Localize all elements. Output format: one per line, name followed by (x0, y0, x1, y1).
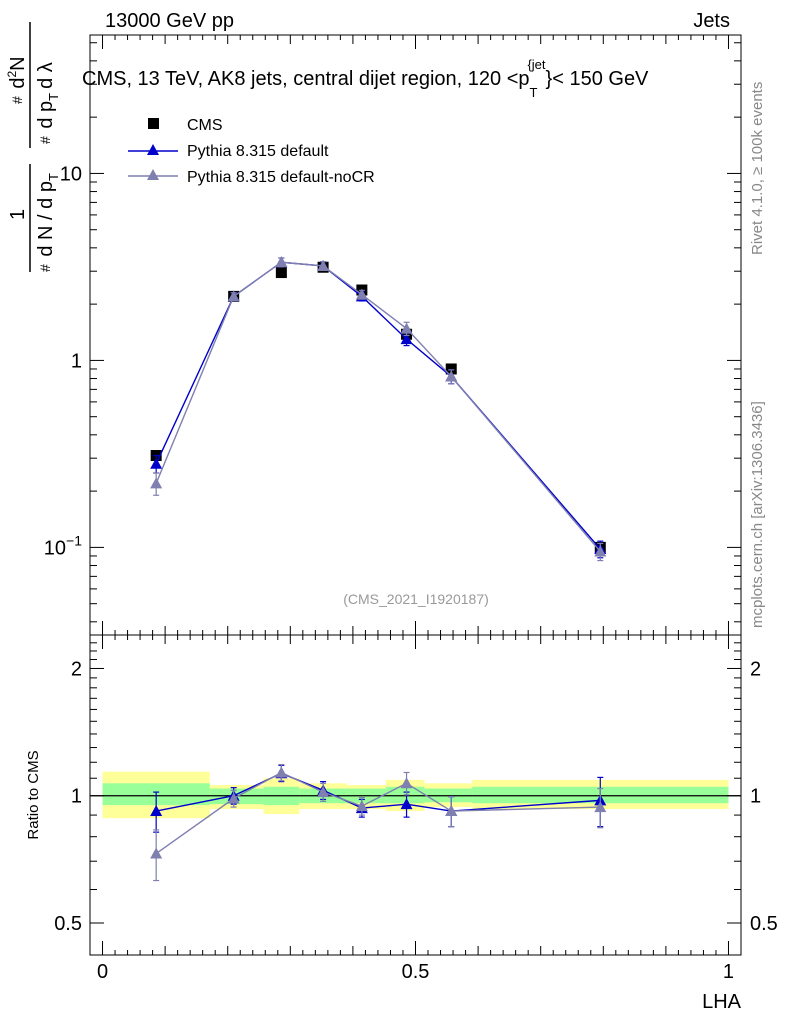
ratio-pythia-nocr-line (155, 771, 601, 855)
tick-exponent: −1 (66, 532, 82, 548)
pythia-nocr-line (155, 261, 601, 553)
ratio-y-tick-label-left: 2 (71, 658, 82, 680)
ratio-panel: 0 0.5 1 0.5 0.5 1 1 2 2 Ratio to CMS LHA (25, 634, 778, 1013)
pythia-nocr-point (227, 290, 240, 302)
pythia-nocr-point (317, 259, 330, 271)
ratio-pythia-nocr-point (317, 786, 330, 798)
ratio-pythia-nocr-point (355, 800, 368, 812)
ratio-axes: 0 0.5 1 0.5 0.5 1 1 2 2 (54, 635, 778, 983)
ratio-pythia-nocr-point (150, 847, 163, 859)
cms-data-point (275, 267, 287, 279)
mcplots-label: mcplots.cern.ch [arXiv:1306.3436] (749, 401, 766, 628)
tick-base: 10 (44, 537, 66, 559)
pythia-nocr-point (400, 322, 413, 334)
header-left: 13000 GeV pp (105, 10, 234, 32)
pythia-nocr-point (150, 477, 163, 489)
svg-text:# d N / d pT: # d N / d pT (33, 173, 61, 272)
rivet-version-label: Rivet 4.1.0, ≥ 100k events (749, 82, 766, 255)
x-tick-label: 0.5 (402, 961, 430, 983)
ylabel-d2n-d: d (7, 78, 29, 89)
title-suffix: < 150 GeV (552, 68, 649, 90)
ratio-pythia-nocr-point (400, 777, 413, 789)
ratio-pythia-default-point (150, 805, 163, 817)
x-tick-label: 1 (723, 961, 734, 983)
ylabel-dn-T: T (46, 173, 61, 181)
x-tick-label: 0 (97, 961, 108, 983)
ylabel-d2n-n: N (7, 56, 29, 70)
ratio-pythia-nocr-point (445, 805, 458, 817)
legend-label-pythia-nocr: Pythia 8.315 default-noCR (187, 169, 375, 186)
legend: CMS Pythia 8.315 default Pythia 8.315 de… (128, 117, 375, 186)
x-axis-label: LHA (702, 991, 742, 1013)
svg-text:# d pTd λ: # d pTd λ (33, 62, 61, 144)
main-y-tick-label: 10−1 (44, 532, 82, 559)
cms-data-point (445, 363, 457, 375)
pythia-nocr-point (355, 288, 368, 300)
ratio-y-tick-label-left: 1 (71, 786, 82, 808)
legend-marker-cms (148, 118, 159, 129)
ratio-pythia-nocr-point (594, 801, 607, 813)
ylabel-hash-1: # (37, 264, 53, 272)
ratio-pythia-nocr-point (275, 766, 288, 778)
ratio-pythia-default-point (400, 798, 413, 810)
main-y-tick-label: 10 (60, 163, 82, 185)
ylabel-dn: d N / d p (35, 181, 57, 257)
ratio-y-tick-label-right: 2 (750, 658, 761, 680)
ylabel-dpt-T: T (46, 93, 61, 101)
pythia-default-point (150, 457, 163, 469)
ylabel-one: 1 (7, 209, 29, 220)
pythia-default-point (400, 333, 413, 345)
ratio-y-tick-label-left: 0.5 (54, 913, 82, 935)
title-close: } (546, 68, 553, 90)
ratio-plot-content (90, 763, 741, 882)
header-right: Jets (693, 10, 730, 32)
ylabel-hash-3: # (9, 96, 25, 104)
legend-marker-pythia-default (147, 144, 159, 155)
ratio-pythia-nocr-point (227, 792, 240, 804)
ylabel-d2n-sup: 2 (5, 71, 19, 78)
ylabel-dpt: d p (35, 101, 57, 129)
ylabel-hash-2: # (37, 136, 53, 144)
main-title: CMS, 13 TeV, AK8 jets, central dijet reg… (82, 57, 649, 100)
pythia-nocr-point (594, 545, 607, 557)
analysis-watermark: (CMS_2021_I1920187) (343, 591, 489, 607)
pythia-default-line (155, 261, 601, 550)
ratio-y-tick-label-right: 1 (750, 786, 761, 808)
title-prefix: CMS, 13 TeV, AK8 jets, central dijet reg… (82, 68, 530, 90)
title-sub: T (530, 85, 538, 100)
legend-label-pythia-default: Pythia 8.315 default (187, 143, 329, 160)
svg-text:# d2N: # d2N (5, 56, 29, 104)
ratio-y-tick-label-right: 0.5 (750, 913, 778, 935)
pythia-nocr-point (445, 370, 458, 382)
pythia-nocr-point (275, 256, 288, 268)
main-y-tick-label: 1 (71, 350, 82, 372)
legend-label-cms: CMS (187, 117, 223, 134)
main-plot-content (150, 256, 607, 562)
ratio-y-label: Ratio to CMS (25, 750, 42, 839)
title-sup: {jet (527, 57, 545, 72)
ylabel-dlam: d λ (35, 62, 57, 89)
legend-marker-pythia-nocr (147, 169, 159, 180)
main-y-label: # d N / d pT 1 # d pTd λ # d2N (5, 22, 61, 272)
